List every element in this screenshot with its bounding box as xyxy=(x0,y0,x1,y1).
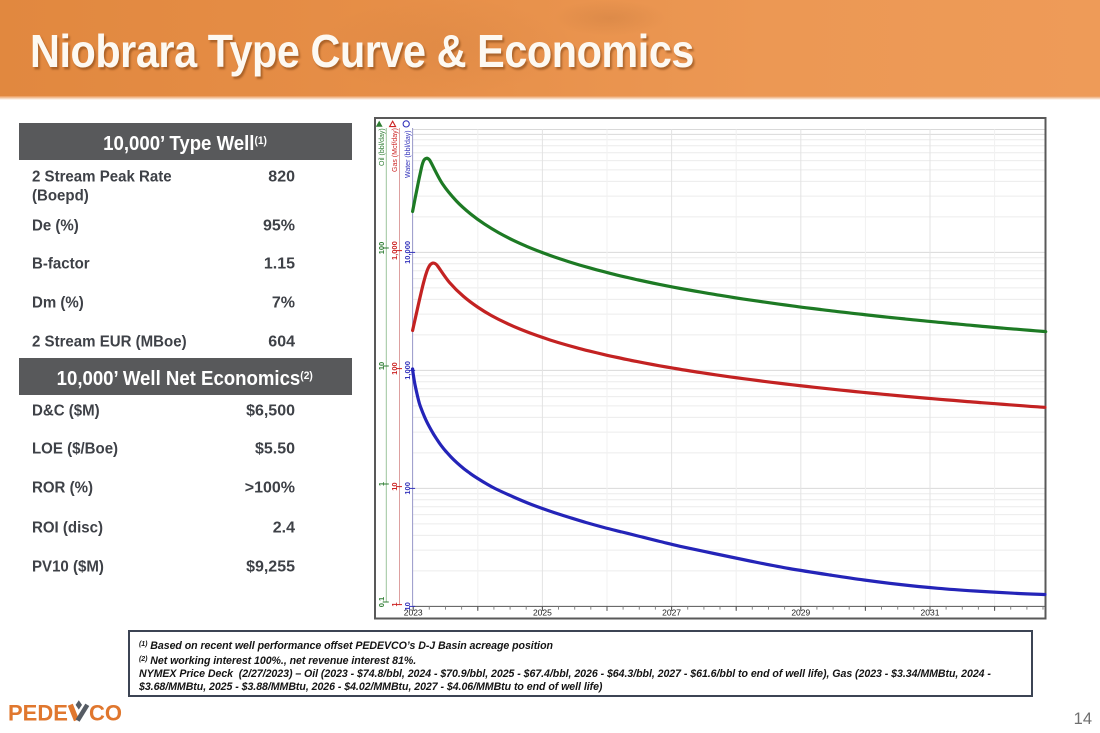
svg-text:1,000: 1,000 xyxy=(390,241,399,260)
svg-text:1: 1 xyxy=(377,482,386,486)
svg-text:PEDE: PEDE xyxy=(8,701,68,726)
svg-text:Gas (Mcf/day): Gas (Mcf/day) xyxy=(392,128,399,172)
svg-text:2029: 2029 xyxy=(791,608,810,618)
svg-text:100: 100 xyxy=(377,242,386,255)
svg-text:0.1: 0.1 xyxy=(377,597,386,607)
svg-text:10: 10 xyxy=(390,482,399,490)
svg-text:2027: 2027 xyxy=(662,608,681,618)
svg-text:2031: 2031 xyxy=(921,608,940,618)
svg-text:100: 100 xyxy=(390,362,399,375)
svg-text:Oil (bbl/day): Oil (bbl/day) xyxy=(379,128,386,166)
svg-text:1,000: 1,000 xyxy=(403,361,412,380)
svg-text:10,000: 10,000 xyxy=(403,241,412,264)
svg-text:10: 10 xyxy=(403,602,412,610)
svg-text:1: 1 xyxy=(390,603,399,607)
svg-text:2023: 2023 xyxy=(404,608,423,618)
svg-text:10: 10 xyxy=(377,362,386,370)
svg-text:CO: CO xyxy=(89,701,122,726)
svg-text:100: 100 xyxy=(403,482,412,495)
svg-text:Water (bbl/day): Water (bbl/day) xyxy=(405,130,412,178)
svg-text:2025: 2025 xyxy=(533,608,552,618)
